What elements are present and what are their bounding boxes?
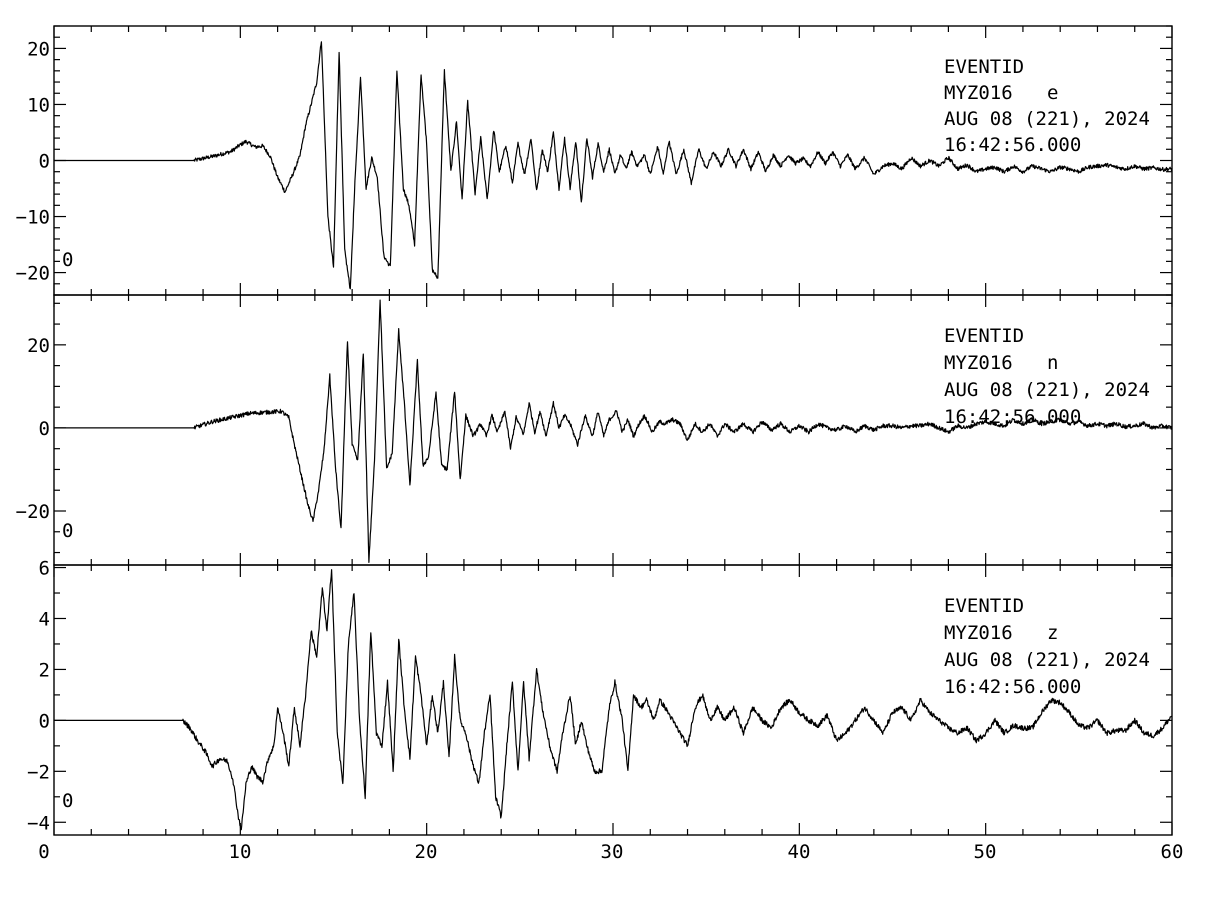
panel-n-info-event: EVENTID (944, 325, 1024, 347)
x-tick-label: 30 (601, 841, 624, 863)
panel-n-info-station: MYZ016 n (944, 352, 1058, 374)
y-tick-label: −4 (27, 812, 50, 834)
panel-e-info: EVENTID MYZ016 e AUG 08 (221), 2024 16:4… (944, 56, 1150, 156)
y-tick-label: 4 (39, 608, 50, 630)
y-tick-label: 20 (27, 335, 50, 357)
panel-n: −20 0 20 0 EVENTID MYZ016 n AUG 08 (221), … (16, 294, 1173, 566)
panel-e-zero-mark: 0 (62, 249, 73, 271)
y-tick-label: 0 (39, 710, 50, 732)
panel-z-info: EVENTID MYZ016 z AUG 08 (221), 2024 16:4… (944, 595, 1150, 698)
x-axis: 0 10 20 30 40 50 60 (38, 841, 1183, 863)
panel-z-info-station: MYZ016 z (944, 622, 1058, 644)
x-tick-label: 0 (38, 841, 49, 863)
y-tick-label: 10 (27, 94, 50, 116)
panel-n-ticks (53, 295, 1173, 565)
panel-e: −20 −10 0 10 20 0 EVENTID MYZ016 e AUG 08 (2… (16, 25, 1173, 296)
y-tick-label: −2 (27, 761, 50, 783)
panel-z-info-event: EVENTID (944, 595, 1024, 617)
panel-e-info-event: EVENTID (944, 56, 1024, 78)
panel-z-zero-mark: 0 (62, 790, 73, 812)
x-tick-label: 20 (415, 841, 438, 863)
y-tick-label: 0 (39, 151, 50, 173)
panel-z-info-date: AUG 08 (221), 2024 (944, 649, 1150, 671)
y-tick-label: −10 (16, 207, 50, 229)
panel-z-ticks (53, 565, 1173, 835)
y-tick-label: −20 (16, 501, 50, 523)
panel-z-info-time: 16:42:56.000 (944, 676, 1081, 698)
x-tick-label: 50 (974, 841, 997, 863)
panel-z-y-tick-labels: −4 −2 0 2 4 6 (27, 558, 50, 835)
panel-e-trace (53, 41, 1173, 290)
panel-z: −4 −2 0 2 4 6 0 EVENTID MYZ016 z AUG 08 (221)… (27, 558, 1173, 836)
y-tick-label: 20 (27, 38, 50, 60)
panel-n-y-tick-labels: −20 0 20 (16, 335, 50, 523)
panel-n-zero-mark: 0 (62, 520, 73, 542)
panel-e-ticks (53, 25, 1173, 296)
panel-n-info-date: AUG 08 (221), 2024 (944, 379, 1150, 401)
panel-e-info-time: 16:42:56.000 (944, 134, 1081, 156)
y-tick-label: −20 (16, 263, 50, 285)
panel-n-info: EVENTID MYZ016 n AUG 08 (221), 2024 16:4… (944, 325, 1150, 428)
y-tick-label: 0 (39, 418, 50, 440)
panel-n-info-time: 16:42:56.000 (944, 406, 1081, 428)
y-tick-label: 6 (39, 558, 50, 580)
panel-e-info-station: MYZ016 e (944, 82, 1058, 104)
x-tick-label: 40 (788, 841, 811, 863)
x-tick-label: 10 (229, 841, 252, 863)
x-tick-label: 60 (1161, 841, 1184, 863)
panel-e-y-tick-labels: −20 −10 0 10 20 (16, 38, 50, 284)
panel-z-trace (53, 569, 1173, 831)
panel-n-trace (53, 299, 1173, 563)
y-tick-label: 2 (39, 659, 50, 681)
panel-e-info-date: AUG 08 (221), 2024 (944, 108, 1150, 130)
